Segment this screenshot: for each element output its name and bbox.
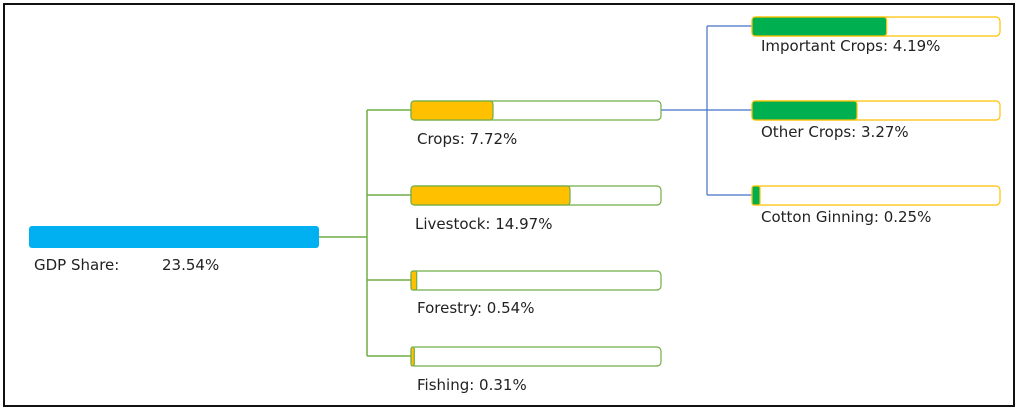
bar-fishing-track — [410, 346, 662, 367]
root-label: GDP Share: — [34, 256, 120, 274]
bar-fishing-fill — [410, 346, 415, 367]
bar-cotton-ginning-track — [751, 185, 1001, 206]
label-other-crops: Other Crops: 3.27% — [761, 123, 909, 141]
bar-other-crops — [751, 100, 1001, 121]
connectors-level1 — [319, 109, 411, 357]
diagram-frame — [3, 3, 1015, 407]
label-fishing: Fishing: 0.31% — [417, 376, 527, 394]
bar-forestry — [410, 270, 662, 291]
label-forestry: Forestry: 0.54% — [417, 299, 535, 317]
bar-livestock-fill — [410, 185, 571, 206]
label-crops: Crops: 7.72% — [417, 130, 518, 148]
bar-important-crops — [751, 16, 1001, 37]
bar-cotton-ginning — [751, 185, 1001, 206]
bar-forestry-track — [410, 270, 662, 291]
bar-livestock — [410, 185, 662, 206]
root-value: 23.54% — [162, 256, 220, 274]
bar-cotton-ginning-fill — [751, 185, 761, 206]
label-livestock: Livestock: 14.97% — [415, 215, 553, 233]
bar-crops — [410, 100, 662, 121]
label-important-crops: Important Crops: 4.19% — [761, 37, 941, 55]
bar-other-crops-fill — [751, 100, 858, 121]
bar-important-crops-fill — [751, 16, 888, 37]
bar-fishing — [410, 346, 662, 367]
bar-forestry-fill — [410, 270, 418, 291]
label-cotton-ginning: Cotton Ginning: 0.25% — [761, 208, 932, 226]
root-bar — [29, 226, 319, 248]
bar-crops-fill — [410, 100, 494, 121]
connectors-level2 — [661, 25, 752, 196]
